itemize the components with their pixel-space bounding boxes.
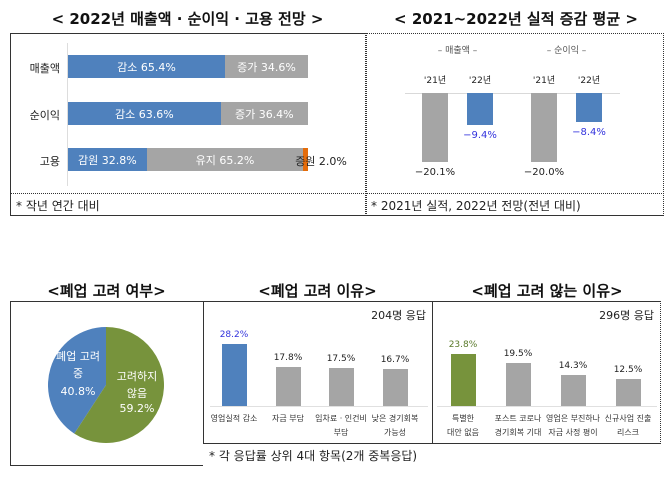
bar (276, 366, 301, 406)
value-label: 16.7% (380, 355, 410, 366)
pie-chart (48, 327, 164, 443)
category-label: 고용 (39, 155, 60, 168)
bar-segment-감소: 감소 65.4% (68, 55, 225, 78)
panel2-zero-line (405, 93, 620, 94)
category-label: 자금 부담 (272, 414, 304, 423)
value-label: 19.5% (503, 349, 533, 360)
category-label: 영업은 부진하나 (545, 414, 601, 423)
pie-slice (48, 327, 106, 434)
bar-segment-감원: 감원 32.8% (68, 148, 147, 171)
year-label: '21년 (532, 76, 556, 86)
year-label: '21년 (423, 76, 447, 86)
category-label: 낮은 경기회복 (371, 414, 419, 423)
panel3-box (10, 301, 204, 466)
category-label: 경기회복 기대 (494, 428, 542, 437)
value-label: 23.8% (448, 339, 478, 350)
panel1-box (10, 33, 366, 216)
bottom-divider (203, 443, 661, 466)
pie-slice-name: 고려하지 않음 (116, 370, 158, 400)
panel3-title: <폐업 고려 여부> (47, 282, 166, 300)
category-label: 임차료 · 인건비 (315, 414, 367, 423)
category-label: 매출액 (29, 62, 60, 75)
category-label: 가능성 (383, 428, 407, 437)
baseline (210, 406, 428, 407)
panel4-respondents: 204명 응답 (371, 309, 426, 322)
category-label: 영업실적 감소 (210, 414, 258, 423)
bar (451, 353, 476, 406)
panel5-respondents: 296명 응답 (599, 309, 654, 322)
bar-segment-유지: 유지 65.2% (146, 148, 304, 171)
pie-slice (74, 327, 164, 443)
panel2-note: * 2021년 실적, 2022년 전망(전년 대비) (371, 199, 581, 213)
bar (561, 374, 586, 406)
bar (506, 363, 531, 406)
panel2-divider (366, 193, 664, 194)
value-label: 28.2% (219, 329, 249, 340)
group-label: – 매출액 – (437, 46, 478, 56)
pie-slice-label: 40.8% (60, 385, 96, 398)
bar-segment-증가: 증가 36.4% (220, 102, 308, 125)
bottom-note: * 각 응답률 상위 4대 항목(2개 중복응답) (209, 449, 418, 463)
bar (383, 369, 408, 406)
panel1-divider (10, 193, 366, 194)
panel2-title: < 2021~2022년 실적 증감 평균 > (394, 10, 638, 28)
bar (576, 93, 602, 122)
bar-segment-감소: 감소 63.6% (68, 102, 221, 125)
bar-segment-증원 (303, 148, 308, 171)
category-label: 신규사업 진출 (604, 414, 652, 423)
value-label: 17.5% (326, 353, 356, 364)
bar-segment-증가: 증가 34.6% (224, 55, 308, 78)
value-label: −20.0% (523, 166, 565, 178)
category-label: 대안 없음 (447, 428, 479, 437)
category-label: 리스크 (616, 428, 640, 437)
bar (616, 378, 641, 406)
group-label: – 순이익 – (546, 46, 587, 56)
bar (422, 93, 448, 162)
value-label: −8.4% (572, 126, 606, 138)
value-label: −20.1% (414, 166, 456, 178)
value-label: 12.5% (613, 364, 643, 375)
panel2-box (366, 33, 664, 216)
bar (329, 367, 354, 406)
panel1-title: < 2022년 매출액 · 순이익 · 고용 전망 > (51, 10, 324, 28)
category-label: 자금 사정 평이 (548, 428, 598, 437)
segment-label: 증원 2.0% (295, 155, 347, 168)
bar (222, 343, 247, 406)
panel1-note: * 작년 연간 대비 (16, 199, 100, 213)
pie-slice-name: 폐업 고려 중 (56, 350, 100, 380)
pie-slice-label: 59.2% (119, 402, 155, 415)
value-label: 17.8% (273, 352, 303, 363)
baseline (437, 406, 657, 407)
year-label: '22년 (577, 76, 601, 86)
category-label: 부담 (333, 428, 349, 437)
category-label: 순이익 (29, 109, 60, 122)
value-label: 14.3% (558, 360, 588, 371)
category-label: 특별한 (451, 414, 475, 423)
panel4-title: <폐업 고려 이유> (258, 282, 377, 300)
value-label: −9.4% (463, 130, 497, 142)
category-label: 포스트 코로나 (494, 414, 542, 423)
year-label: '22년 (468, 76, 492, 86)
panel5-title: <폐업 고려 않는 이유> (471, 282, 623, 300)
panel1-axis (67, 43, 68, 186)
bar (467, 93, 493, 126)
bar (531, 93, 557, 162)
